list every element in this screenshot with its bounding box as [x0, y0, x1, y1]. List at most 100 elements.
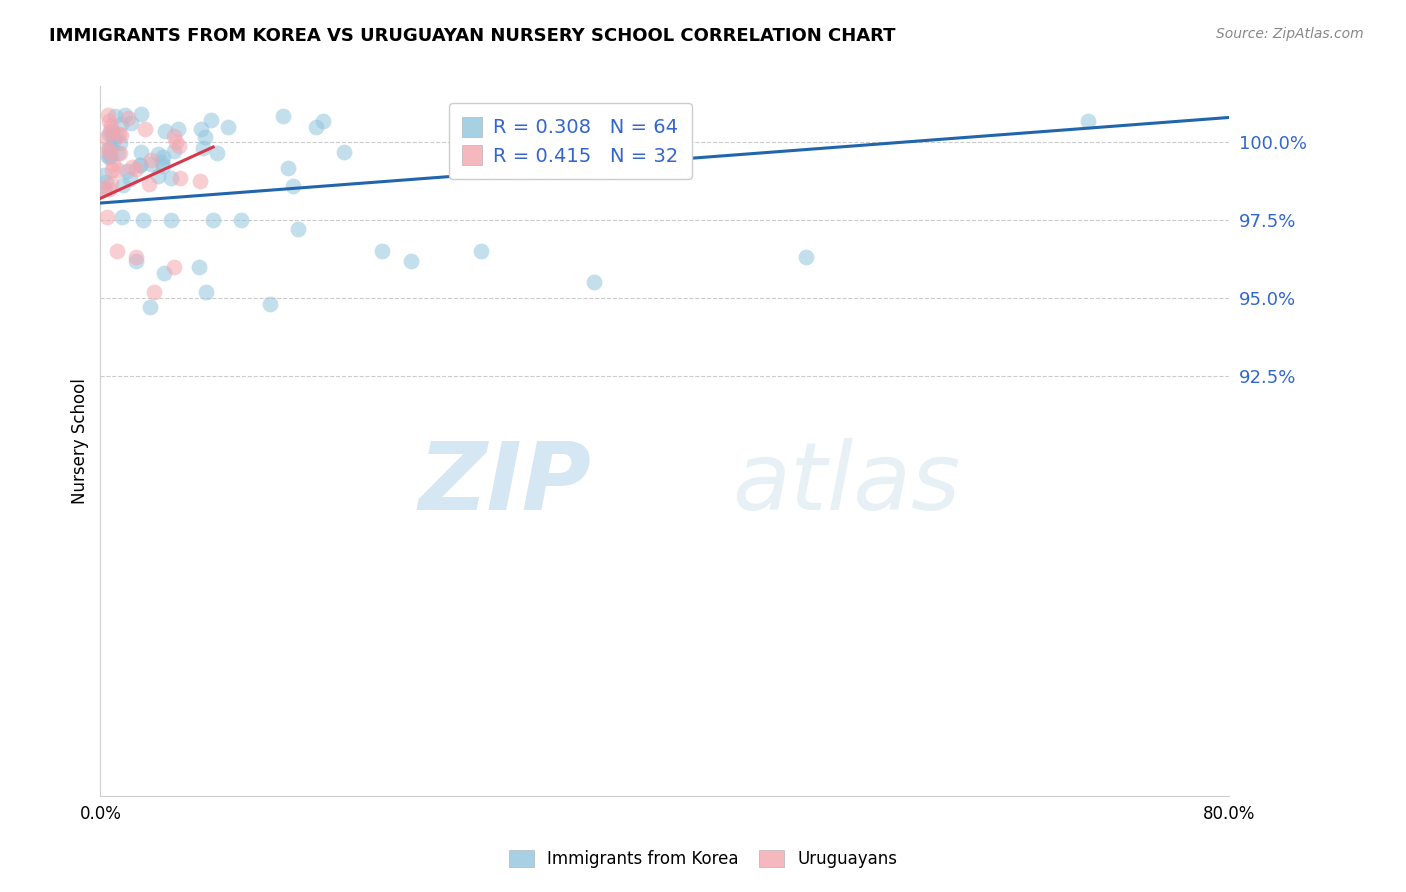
Point	[138, 300, 160, 314]
Point	[191, 141, 214, 155]
Point	[141, 157, 163, 171]
Point	[129, 158, 152, 172]
Point	[121, 161, 143, 175]
Point	[167, 139, 190, 153]
Point	[103, 133, 125, 147]
Point	[583, 276, 606, 290]
Point	[188, 260, 211, 274]
Point	[207, 146, 229, 161]
Point	[165, 135, 187, 149]
Point	[104, 109, 127, 123]
Point	[153, 124, 176, 138]
Point	[169, 171, 191, 186]
Point	[120, 116, 142, 130]
Point	[101, 162, 124, 177]
Point	[96, 210, 118, 224]
Point	[470, 244, 492, 259]
Point	[96, 131, 118, 145]
Point	[152, 155, 174, 169]
Point	[107, 163, 129, 178]
Point	[1077, 113, 1099, 128]
Point	[110, 210, 132, 224]
Point	[110, 117, 132, 131]
Point	[163, 260, 186, 274]
Point	[93, 168, 115, 182]
Point	[107, 146, 129, 161]
Point	[129, 107, 152, 121]
Point	[131, 213, 153, 227]
Y-axis label: Nursery School: Nursery School	[72, 378, 89, 504]
Point	[163, 145, 186, 159]
Point	[160, 171, 183, 186]
Point	[287, 222, 309, 236]
Point	[153, 266, 176, 280]
Point	[101, 128, 124, 142]
Legend: R = 0.308   N = 64, R = 0.415   N = 32: R = 0.308 N = 64, R = 0.415 N = 32	[449, 103, 692, 179]
Point	[101, 157, 124, 171]
Point	[110, 136, 132, 150]
Point	[93, 181, 115, 195]
Point	[105, 244, 128, 259]
Point	[332, 145, 354, 159]
Point	[100, 176, 122, 190]
Point	[190, 121, 212, 136]
Legend: Immigrants from Korea, Uruguayans: Immigrants from Korea, Uruguayans	[501, 842, 905, 877]
Point	[125, 162, 148, 177]
Point	[311, 114, 333, 128]
Point	[98, 124, 121, 138]
Point	[160, 213, 183, 227]
Text: Source: ZipAtlas.com: Source: ZipAtlas.com	[1216, 27, 1364, 41]
Point	[200, 113, 222, 128]
Point	[124, 253, 146, 268]
Point	[105, 128, 128, 143]
Point	[129, 158, 152, 172]
Point	[194, 129, 217, 144]
Point	[100, 119, 122, 133]
Point	[97, 127, 120, 141]
Point	[148, 169, 170, 183]
Point	[163, 128, 186, 143]
Point	[202, 213, 225, 227]
Point	[304, 120, 326, 134]
Point	[110, 128, 132, 142]
Point	[100, 149, 122, 163]
Point	[96, 175, 118, 189]
Point	[794, 251, 817, 265]
Point	[217, 120, 239, 134]
Point	[107, 127, 129, 141]
Point	[134, 122, 156, 136]
Point	[97, 150, 120, 164]
Text: atlas: atlas	[733, 438, 960, 529]
Point	[101, 124, 124, 138]
Point	[98, 145, 121, 159]
Point	[93, 182, 115, 196]
Point	[195, 285, 218, 299]
Point	[143, 285, 166, 299]
Point	[98, 141, 121, 155]
Point	[114, 108, 136, 122]
Point	[118, 171, 141, 186]
Point	[139, 153, 162, 167]
Point	[152, 159, 174, 173]
Point	[277, 161, 299, 175]
Point	[108, 146, 131, 161]
Point	[97, 182, 120, 196]
Point	[115, 163, 138, 178]
Point	[129, 145, 152, 160]
Point	[146, 147, 169, 161]
Text: IMMIGRANTS FROM KOREA VS URUGUAYAN NURSERY SCHOOL CORRELATION CHART: IMMIGRANTS FROM KOREA VS URUGUAYAN NURSE…	[49, 27, 896, 45]
Point	[98, 114, 121, 128]
Point	[138, 177, 160, 191]
Point	[152, 150, 174, 164]
Point	[371, 244, 394, 259]
Point	[117, 111, 139, 125]
Point	[188, 174, 211, 188]
Text: ZIP: ZIP	[419, 438, 592, 530]
Point	[111, 178, 134, 192]
Point	[399, 253, 422, 268]
Point	[271, 109, 294, 123]
Point	[259, 297, 281, 311]
Point	[97, 143, 120, 157]
Point	[100, 141, 122, 155]
Point	[124, 251, 146, 265]
